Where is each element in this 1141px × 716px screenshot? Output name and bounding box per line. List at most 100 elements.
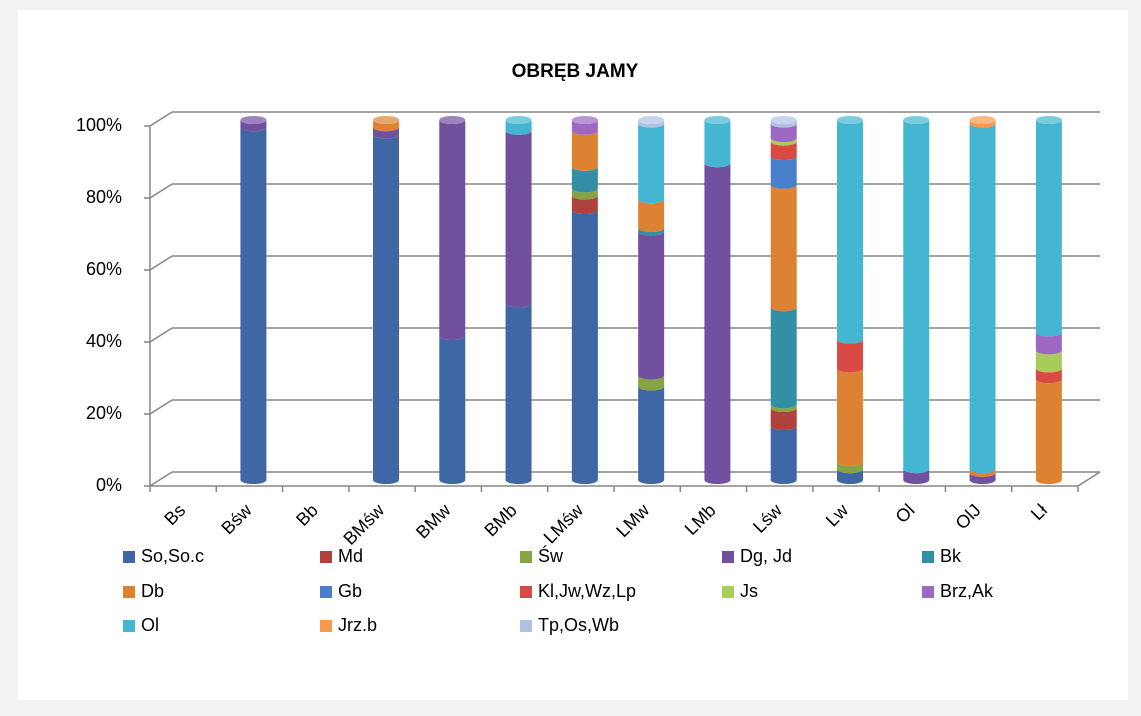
bar-segment xyxy=(638,386,665,484)
cylinder-top xyxy=(704,116,731,124)
legend-swatch xyxy=(320,586,332,598)
bar-segment xyxy=(1035,120,1062,337)
legend-swatch xyxy=(123,551,135,563)
chart-title: OBRĘB JAMY xyxy=(512,61,639,82)
bar-segment xyxy=(704,163,731,484)
bar-segment xyxy=(837,368,864,466)
legend-swatch xyxy=(520,620,532,632)
bar-segment xyxy=(505,303,532,484)
bar-segment xyxy=(770,123,797,142)
bar-segment xyxy=(373,127,399,139)
bar-segment xyxy=(571,210,598,484)
bar-segment xyxy=(571,188,598,200)
legend-swatch xyxy=(922,551,934,563)
y-tick-label: 0% xyxy=(96,475,122,495)
grid-line-side xyxy=(149,255,173,271)
legend-swatch xyxy=(123,586,135,598)
bar-segment xyxy=(1035,368,1062,384)
legend-swatch xyxy=(520,586,532,598)
bar-segment xyxy=(903,469,930,484)
bar-segment xyxy=(240,127,267,484)
bar-segment xyxy=(571,120,598,135)
cylinder-top xyxy=(903,116,930,124)
bar-segment xyxy=(638,123,665,204)
bar-segment xyxy=(439,336,466,484)
bar-segment xyxy=(571,130,598,171)
bar-segment xyxy=(770,307,797,409)
grid-line-side xyxy=(149,399,173,415)
bar-segment xyxy=(969,120,996,128)
cylinder-top xyxy=(837,116,863,124)
bar-segment xyxy=(837,339,864,373)
bar-segment xyxy=(770,120,797,128)
bar-segment xyxy=(704,120,731,168)
legend-swatch xyxy=(123,620,135,632)
bar-segment xyxy=(770,184,797,312)
bar-segment xyxy=(770,404,797,412)
cylinder-top xyxy=(571,116,598,124)
legend-label: Ol xyxy=(141,615,159,635)
bar-segment xyxy=(571,195,598,214)
bar-segment xyxy=(638,199,665,232)
y-tick-label: 80% xyxy=(86,187,122,207)
legend-label: Gb xyxy=(338,581,362,601)
bar-segment xyxy=(770,156,797,189)
legend-label: Bk xyxy=(940,546,962,566)
grid-line-side xyxy=(149,471,173,487)
legend-label: Św xyxy=(538,545,564,566)
legend-label: So,So.c xyxy=(141,546,204,566)
legend-label: Jrz.b xyxy=(338,615,377,635)
y-tick-label: 20% xyxy=(86,403,122,423)
bar-segment xyxy=(903,120,930,474)
bar-segment xyxy=(373,120,399,132)
bar-segment xyxy=(638,375,665,391)
bar-segment xyxy=(571,166,598,193)
legend-swatch xyxy=(520,551,532,563)
bar-segment xyxy=(638,120,665,128)
cylinder-top xyxy=(770,116,797,124)
bar-segment xyxy=(373,134,399,484)
legend-swatch xyxy=(320,551,332,563)
bar-segment xyxy=(240,120,267,132)
legend-swatch xyxy=(722,586,734,598)
legend-label: Kl,Jw,Wz,Lp xyxy=(538,581,636,601)
bar-segment xyxy=(770,141,797,160)
bar-segment xyxy=(969,123,996,474)
floor-edge xyxy=(1077,471,1101,487)
grid-line-side xyxy=(149,111,173,127)
bar-segment xyxy=(638,228,665,236)
cylinder-top xyxy=(969,116,996,124)
grid-line-side xyxy=(149,327,173,343)
legend-label: Js xyxy=(740,581,758,601)
bar-segment xyxy=(1035,350,1062,373)
y-tick-label: 100% xyxy=(76,115,122,135)
cylinder-top xyxy=(439,116,466,124)
bar-segment xyxy=(770,138,797,146)
bar-segment xyxy=(505,120,532,135)
bar-segment xyxy=(969,469,996,477)
bar-segment xyxy=(770,426,797,484)
bar-segment xyxy=(1035,332,1062,355)
legend-swatch xyxy=(922,586,934,598)
bar-segment xyxy=(638,231,665,380)
legend-label: Dg, Jd xyxy=(740,546,792,566)
bar-segment xyxy=(837,469,864,484)
legend-label: Md xyxy=(338,546,363,566)
cylinder-top xyxy=(1035,116,1062,124)
bar-segment xyxy=(1035,379,1062,484)
bar-segment xyxy=(837,120,863,344)
y-tick-label: 40% xyxy=(86,331,122,351)
bar-segment xyxy=(837,462,863,474)
legend-label: Tp,Os,Wb xyxy=(538,615,619,635)
legend-swatch xyxy=(722,551,734,563)
legend-label: Brz,Ak xyxy=(940,581,994,601)
cylinder-top xyxy=(240,116,267,124)
bar-segment xyxy=(505,130,532,308)
grid-line-side xyxy=(149,183,173,199)
bar-segment xyxy=(439,120,466,340)
cylinder-top xyxy=(373,116,399,124)
bar-segment xyxy=(770,408,797,430)
cylinder-top xyxy=(638,116,665,124)
legend-swatch xyxy=(320,620,332,632)
y-tick-label: 60% xyxy=(86,259,122,279)
